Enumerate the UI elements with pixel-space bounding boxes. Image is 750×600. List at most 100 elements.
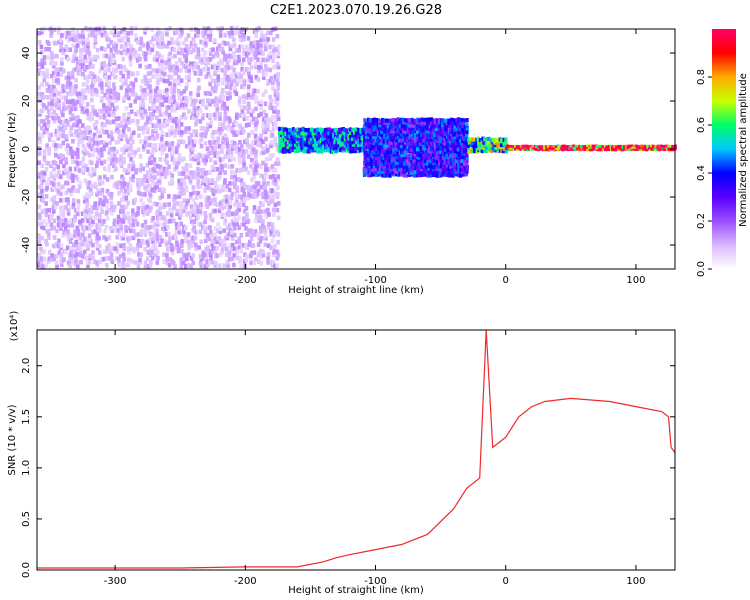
heatmap-cell (44, 126, 49, 131)
heatmap-cell (671, 148, 675, 152)
heatmap-cell (451, 160, 455, 165)
heatmap-cell (396, 117, 400, 122)
heatmap-cell (223, 178, 227, 183)
heatmap-cell (366, 155, 370, 160)
heatmap-cell (139, 85, 143, 90)
heatmap-cell (449, 155, 453, 160)
heatmap-cell (155, 231, 159, 237)
heatmap-cell (199, 168, 204, 173)
heatmap-cell (232, 51, 236, 56)
heatmap-cell (218, 144, 222, 149)
heatmap-cell (478, 146, 482, 151)
heatmap-cell (124, 188, 128, 194)
heatmap-cell (400, 141, 404, 146)
heatmap-cell (104, 75, 109, 80)
heatmap-cell (196, 67, 201, 73)
heatmap-cell (409, 123, 413, 128)
heatmap-cell (431, 130, 435, 135)
heatmap-cell (265, 126, 270, 132)
heatmap-cell (37, 119, 42, 125)
heatmap-cell (38, 139, 42, 145)
heatmap-cell (404, 149, 408, 154)
heatmap-cell (427, 149, 431, 154)
heatmap-cell (270, 164, 275, 169)
heatmap-cell (239, 104, 244, 110)
heatmap-cell (175, 102, 179, 107)
heatmap-cell (539, 145, 543, 149)
heatmap-cell (162, 259, 166, 264)
heatmap-cell (203, 219, 207, 225)
heatmap-cell (521, 148, 525, 151)
heatmap-cell (128, 118, 133, 124)
heatmap-cell (138, 260, 142, 265)
heatmap-cell (210, 133, 215, 138)
heatmap-cell (367, 124, 371, 129)
heatmap-cell (126, 139, 130, 144)
heatmap-cell (57, 98, 61, 103)
heatmap-cell (131, 87, 135, 93)
heatmap-cell (208, 37, 213, 42)
heatmap-cell (98, 68, 102, 74)
heatmap-cell (75, 252, 80, 257)
heatmap-cell (105, 209, 109, 214)
heatmap-cell (263, 229, 268, 234)
heatmap-cell (198, 184, 203, 189)
heatmap-cell (87, 194, 92, 199)
heatmap-cell (428, 129, 432, 134)
heatmap-cell (174, 235, 178, 241)
heatmap-cell (167, 231, 172, 237)
heatmap-cell (192, 104, 197, 110)
heatmap-cell (174, 164, 179, 170)
heatmap-cell (225, 31, 230, 36)
heatmap-cell (271, 167, 275, 173)
heatmap-cell (266, 119, 270, 125)
heatmap-cell (153, 185, 157, 190)
heatmap-cell (275, 207, 280, 213)
heatmap-cell (122, 263, 126, 269)
heatmap-cell (91, 242, 95, 248)
heatmap-cell (526, 148, 530, 152)
heatmap-cell (234, 115, 239, 120)
heatmap-cell (105, 177, 110, 182)
heatmap-cell (179, 257, 184, 262)
heatmap-cell (377, 140, 381, 145)
heatmap-cell (225, 64, 229, 70)
heatmap-cell (182, 96, 186, 101)
heatmap-cell (242, 81, 246, 87)
heatmap-cell (439, 135, 443, 140)
heatmap-cell (50, 212, 54, 218)
heatmap-cell (78, 184, 82, 189)
heatmap-cell (414, 163, 418, 168)
heatmap-cell (215, 177, 220, 182)
heatmap-cell (431, 135, 435, 140)
heatmap-cell (431, 143, 435, 148)
heatmap-cell (213, 239, 217, 245)
heatmap-cell (201, 225, 205, 230)
heatmap-cell (90, 72, 95, 77)
heatmap-cell (472, 137, 476, 142)
heatmap-cell (155, 215, 160, 221)
heatmap-cell (100, 121, 105, 127)
heatmap-cell (163, 239, 168, 244)
heatmap-cell (42, 55, 47, 60)
heatmap-cell (380, 169, 384, 174)
heatmap-cell (383, 173, 387, 178)
heatmap-cell (151, 123, 156, 128)
heatmap-cell (328, 148, 332, 153)
heatmap-cell (566, 148, 570, 152)
heatmap-cell (574, 148, 578, 151)
heatmap-cell (203, 58, 207, 63)
heatmap-cell (233, 232, 237, 238)
heatmap-cell (42, 175, 46, 180)
heatmap-cell (57, 105, 61, 110)
heatmap-cell (138, 63, 142, 69)
heatmap-cell (253, 229, 258, 234)
heatmap-cell (172, 194, 177, 199)
heatmap-cell (154, 147, 158, 153)
heatmap-cell (229, 149, 234, 155)
heatmap-cell (107, 235, 112, 240)
heatmap-cell (329, 134, 334, 139)
heatmap-cell (165, 242, 169, 247)
heatmap-cell (200, 30, 205, 36)
heatmap-cell (231, 233, 235, 238)
